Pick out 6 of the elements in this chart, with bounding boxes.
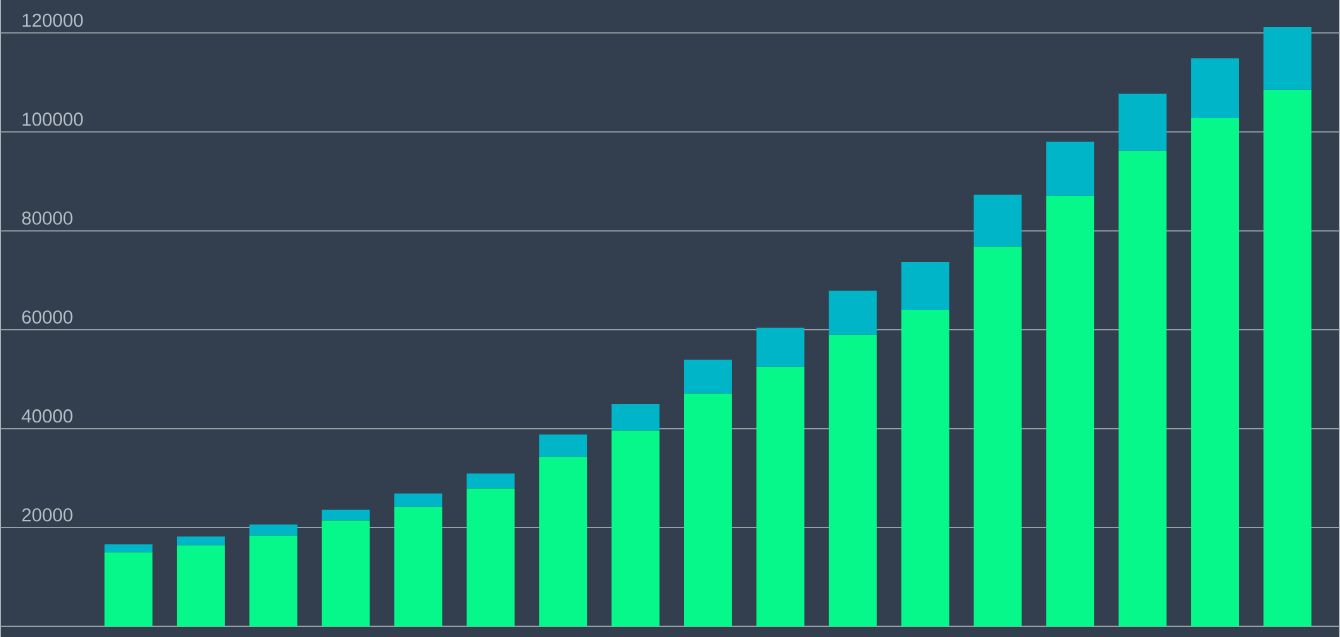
y-tick-label: 120000 (22, 13, 83, 27)
y-tick-label: 20000 (22, 508, 73, 522)
y-tick-label: 60000 (22, 310, 73, 324)
y-tick-label: 100000 (22, 112, 83, 126)
y-tick-label: 40000 (21, 409, 73, 423)
y-tick-label: 80000 (22, 211, 73, 225)
